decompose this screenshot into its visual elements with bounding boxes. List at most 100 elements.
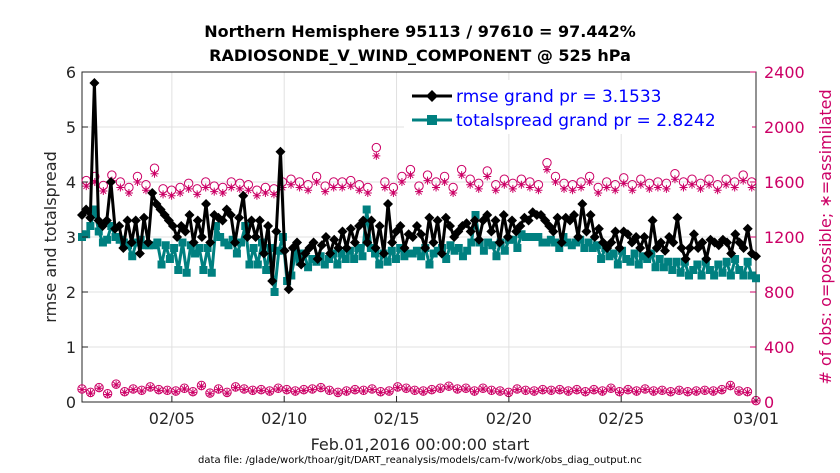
obs-assimilated-point (397, 178, 406, 186)
rmse-point (643, 248, 654, 259)
totalspread-point (538, 238, 547, 247)
right-axis-ticks: 0 400 800 1200 1600 2000 2400 (750, 63, 805, 412)
totalspread-point (463, 246, 472, 255)
rmse-point (589, 232, 600, 242)
obs-assimilated-point (636, 180, 645, 189)
obs-assimilated-point (713, 186, 722, 195)
obs-assimilated-point (547, 387, 556, 395)
obs-assimilated-point (696, 184, 705, 193)
rmse-point (126, 237, 137, 248)
totalspread-point (450, 246, 459, 255)
obs-assimilated-point (641, 385, 650, 394)
rmse-point (263, 221, 274, 231)
obs-assimilated-point (223, 389, 232, 398)
obs-count-series (77, 142, 761, 406)
totalspread-point (316, 252, 325, 261)
obs-assimilated-point (368, 385, 377, 394)
rmse-point (370, 243, 381, 253)
totalspread-point (86, 222, 95, 230)
totalspread-point (618, 246, 627, 255)
rmse-point (101, 215, 112, 226)
legend-rmse-label: rmse grand pr = 3.1533 (456, 87, 661, 107)
x-tick-label: 03/01 (733, 409, 779, 428)
obs-assimilated-point (180, 384, 189, 393)
obs-assimilated-point (577, 183, 586, 192)
obs-assimilated-point (218, 189, 227, 197)
totalspread-point (743, 257, 752, 266)
obs-assimilated-point (329, 183, 338, 192)
obs-assimilated-point (670, 175, 679, 184)
rmse-point (639, 232, 650, 242)
totalspread-point (685, 271, 694, 280)
rmse-point (205, 237, 216, 248)
rmse-point (366, 215, 377, 226)
obs-assimilated-point (82, 182, 91, 191)
obs-assimilated-point (269, 190, 278, 199)
chart-title: Northern Hemisphere 95113 / 97610 = 97.4… (204, 22, 636, 41)
totalspread-point (98, 238, 107, 247)
rmse-point (147, 188, 158, 198)
totalspread-point (517, 230, 526, 239)
rmse-point (296, 259, 307, 270)
totalspread-point (597, 255, 606, 263)
rmse-point (225, 210, 236, 220)
rmse-point (283, 284, 294, 295)
obs-assimilated-point (376, 388, 385, 397)
obs-assimilated-point (555, 386, 564, 395)
obs-assimilated-point (167, 191, 176, 200)
obs-assimilated-point (359, 387, 368, 395)
obs-assimilated-point (210, 187, 219, 196)
totalspread-point (103, 235, 112, 244)
x-axis-ticks: 02/05 02/10 02/15 02/20 02/25 03/01 (149, 396, 779, 428)
totalspread-point (605, 252, 614, 261)
totalspread-point (107, 222, 116, 230)
obs-assimilated-point (287, 180, 296, 189)
totalspread-point (274, 246, 283, 255)
rmse-point (130, 215, 141, 226)
rmse-point (490, 215, 501, 226)
totalspread-point (626, 257, 635, 266)
rmse-point (378, 248, 389, 259)
rmse-point (469, 215, 480, 226)
obs-assimilated-point (282, 386, 291, 395)
obs-assimilated-point (312, 178, 321, 186)
totalspread-point (659, 263, 668, 272)
rmse-point (196, 232, 207, 242)
obs-assimilated-point (372, 151, 381, 160)
data-file-footnote: data file: /glade/work/thoar/git/DART_re… (198, 455, 642, 466)
totalspread-point (630, 249, 639, 258)
totalspread-point (94, 227, 103, 236)
totalspread-point (752, 274, 760, 283)
obs-assimilated-point (521, 387, 530, 395)
totalspread-point (551, 238, 560, 247)
rmse-point (271, 226, 282, 237)
obs-assimilated-point (171, 387, 180, 396)
rmse-point (552, 212, 563, 223)
rmse-point (267, 276, 278, 286)
totalspread-point (735, 266, 744, 274)
totalspread-point (739, 271, 748, 280)
totalspread-point (383, 257, 392, 266)
obs-assimilated-point (257, 386, 266, 395)
obs-assimilated-point (615, 388, 624, 397)
totalspread-point (521, 233, 530, 241)
obs-assimilated-point (231, 383, 240, 392)
totalspread-point (546, 235, 555, 244)
obs-assimilated-point (666, 388, 675, 397)
rmse-point (751, 251, 761, 262)
obs-assimilated-point (402, 384, 411, 393)
totalspread-point (492, 252, 501, 261)
obs-assimilated-point (747, 183, 756, 192)
totalspread-point (220, 238, 229, 247)
obs-assimilated-point (116, 183, 125, 192)
legend-box (404, 80, 752, 134)
rmse-point (395, 221, 406, 231)
rmse-point (507, 215, 518, 226)
obs-assimilated-point (163, 387, 172, 395)
obs-assimilated-point (530, 387, 539, 396)
rmse-point (610, 226, 621, 237)
obs-assimilated-point (466, 180, 475, 189)
obs-assimilated-point (184, 184, 193, 193)
totalspread-point (404, 249, 413, 258)
totalspread-point (689, 266, 698, 274)
